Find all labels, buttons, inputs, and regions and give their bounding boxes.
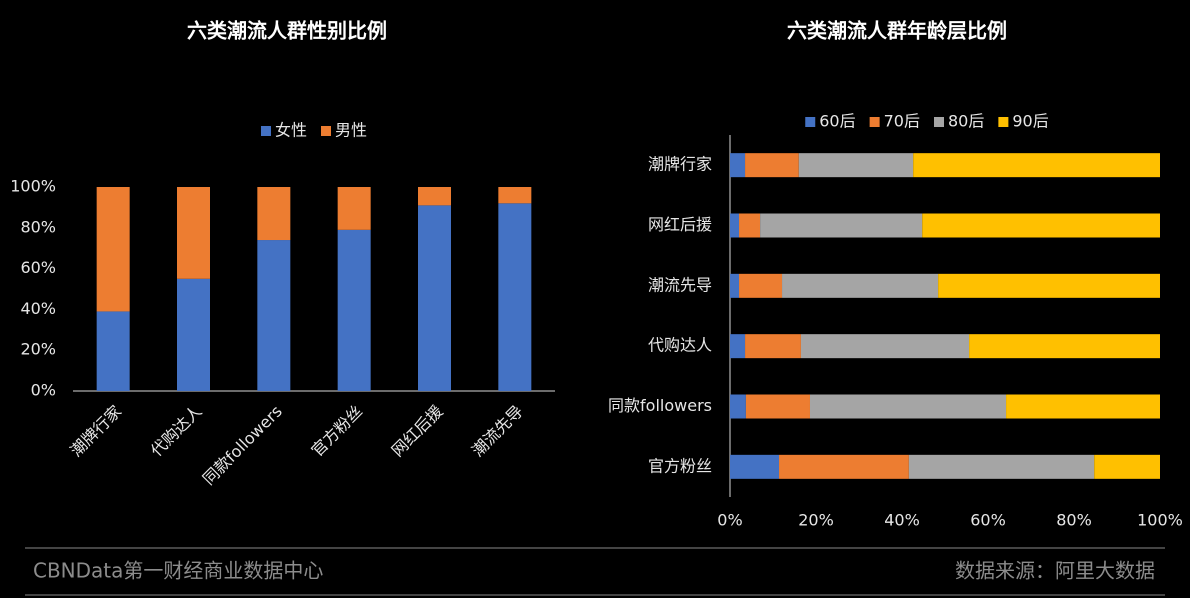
bar-segment	[779, 454, 909, 479]
bar-segment	[1006, 394, 1160, 419]
legend-label: 女性	[275, 121, 307, 140]
footer-right: 数据来源：阿里大数据	[955, 559, 1155, 583]
bar-segment	[418, 205, 451, 391]
legend-swatch	[321, 126, 331, 136]
chart-title: 六类潮流人群性别比例	[187, 19, 387, 43]
y-tick-label: 80%	[20, 217, 56, 236]
bar-segment	[745, 334, 801, 359]
bar-segment	[969, 334, 1160, 359]
y-tick-label: 40%	[20, 299, 56, 318]
legend-label: 90后	[1012, 112, 1048, 131]
bar-segment	[96, 187, 130, 312]
y-tick-label: 网红后援	[648, 215, 712, 234]
y-tick-label: 100%	[10, 177, 56, 196]
legend-swatch	[805, 117, 816, 127]
x-tick-label: 40%	[884, 511, 920, 530]
x-tick-label: 60%	[970, 511, 1006, 530]
bar-segment	[730, 454, 780, 479]
chart-title: 六类潮流人群年龄层比例	[787, 19, 1007, 43]
x-tick-label: 20%	[798, 511, 834, 530]
y-tick-label: 20%	[20, 340, 56, 359]
x-tick-label: 100%	[1137, 511, 1183, 530]
bar-segment	[739, 213, 761, 238]
x-tick-label: 80%	[1056, 511, 1092, 530]
legend-swatch	[260, 126, 271, 136]
bar-segment	[913, 153, 1160, 178]
bar-segment	[922, 213, 1160, 238]
y-tick-label: 0%	[31, 381, 56, 400]
bar-segment	[908, 454, 1095, 479]
bar-segment	[337, 229, 371, 391]
bar-segment	[257, 240, 291, 391]
bar-segment	[498, 203, 532, 391]
legend-label: 男性	[335, 121, 367, 140]
bar-segment	[498, 187, 532, 204]
y-tick-label: 官方粉丝	[648, 456, 712, 475]
bar-segment	[782, 273, 939, 298]
x-tick-label: 网红后援	[388, 402, 447, 461]
y-tick-label: 潮流先导	[648, 275, 712, 294]
legend-swatch	[869, 117, 880, 127]
bar-segment	[800, 334, 970, 359]
bar-segment	[418, 187, 451, 206]
legend-swatch	[934, 117, 944, 127]
y-tick-label: 同款followers	[608, 396, 712, 415]
bar-segment	[739, 273, 783, 298]
bar-segment	[96, 311, 130, 391]
bar-segment	[745, 153, 799, 178]
y-tick-label: 潮牌行家	[648, 155, 712, 174]
legend-swatch	[998, 117, 1009, 127]
bar-segment	[730, 273, 740, 298]
x-tick-label: 潮牌行家	[66, 402, 125, 461]
legend-label: 80后	[948, 112, 984, 131]
y-tick-label: 代购达人	[648, 336, 712, 355]
bar-segment	[730, 213, 740, 238]
bar-segment	[337, 187, 371, 230]
x-tick-label: 代购达人	[147, 402, 206, 461]
x-tick-label: 潮流先导	[468, 402, 527, 461]
bar-segment	[730, 394, 746, 419]
bar-segment	[809, 394, 1007, 419]
x-tick-label: 0%	[717, 511, 742, 530]
y-tick-label: 60%	[20, 258, 56, 277]
bar-segment	[798, 153, 914, 178]
footer-left: CBNData第一财经商业数据中心	[33, 559, 323, 583]
x-tick-label: 官方粉丝	[307, 402, 366, 461]
bar-segment	[177, 278, 210, 391]
legend-label: 70后	[884, 112, 920, 131]
bar-segment	[177, 187, 210, 279]
bar-segment	[938, 273, 1160, 298]
bar-segment	[745, 394, 810, 419]
bar-segment	[730, 334, 746, 359]
x-tick-label: 同款followers	[199, 402, 286, 489]
bar-segment	[730, 153, 746, 178]
bar-segment	[257, 187, 291, 241]
bar-segment	[1094, 454, 1160, 479]
bar-segment	[760, 213, 923, 238]
legend-label: 60后	[819, 112, 855, 131]
